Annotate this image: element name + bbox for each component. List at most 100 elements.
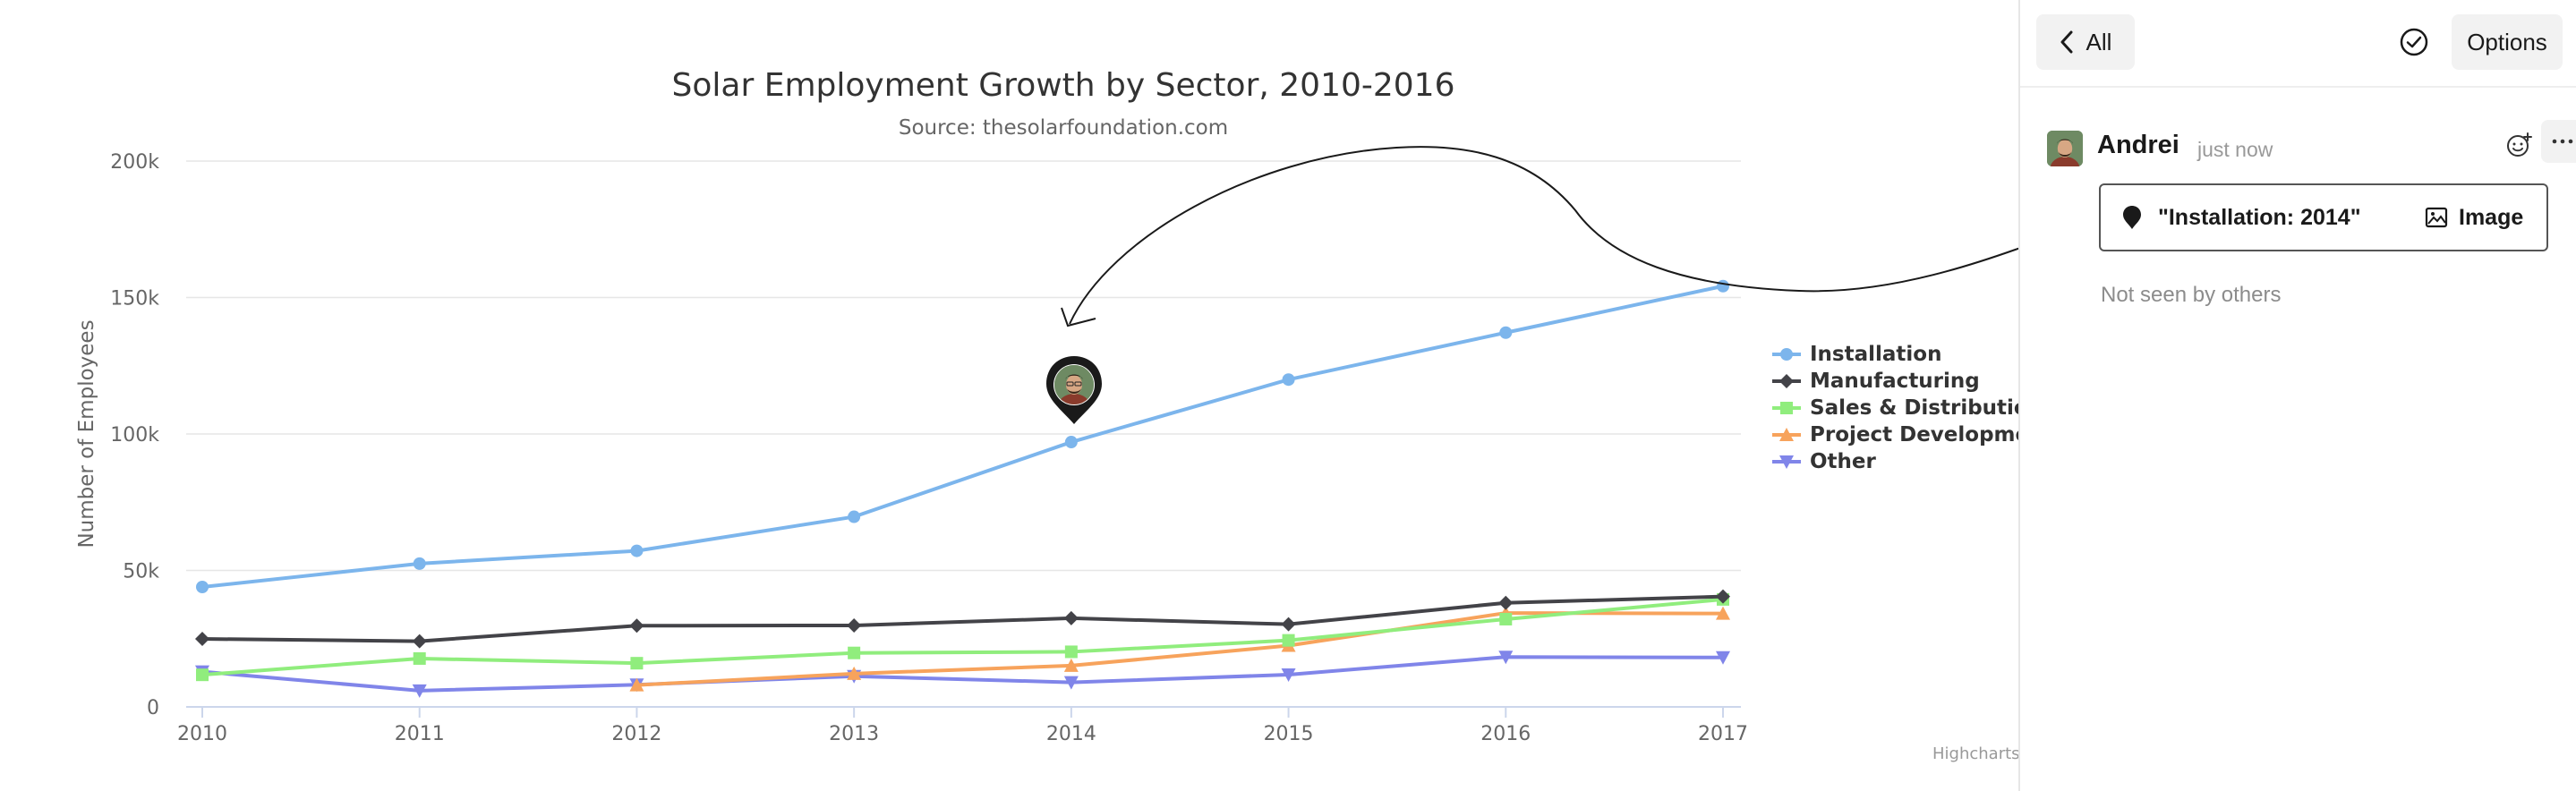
seen-status: Not seen by others [2101,283,2282,307]
data-point-installation[interactable] [1064,436,1078,449]
data-point-manufacturing[interactable] [1063,610,1079,625]
data-point-sales-distribution[interactable] [848,646,861,659]
legend-marker[interactable] [1779,374,1794,388]
chart-credits[interactable]: Highcharts [1932,744,2020,763]
data-point-manufacturing[interactable] [1281,617,1296,632]
data-point-other[interactable] [1281,668,1296,682]
data-point-sales-distribution[interactable] [1064,645,1078,659]
legend-label: Project Development [1810,423,2018,447]
panel-header: All Options [2020,0,2576,88]
data-point-other[interactable] [1063,676,1079,690]
series-line-manufacturing[interactable] [201,594,1724,643]
legend-symbol-icon [1772,402,1801,414]
x-tick-label: 2017 [1698,723,1748,745]
series-line-project-development[interactable] [636,611,1724,687]
back-button[interactable]: All [2036,14,2135,70]
y-tick-label: 50k [123,561,159,583]
comment-timestamp: just now [2197,138,2273,161]
back-label: All [2086,28,2112,55]
emoji-add-icon [2507,132,2532,157]
avatar [1054,365,1094,404]
more-options-button[interactable] [2541,120,2576,163]
legend-symbol-icon [1772,374,1801,388]
chart-legend: Installation Manufacturing Sales & Distrib… [1772,341,2018,475]
data-point-sales-distribution[interactable] [413,651,426,665]
data-point-manufacturing[interactable] [1498,595,1514,610]
x-tick-label: 2013 [829,723,879,745]
y-tick-label: 150k [110,288,159,310]
legend-label: Manufacturing [1810,370,1980,393]
location-pin-icon [2123,206,2141,229]
data-point-manufacturing[interactable] [1716,589,1730,604]
chart-area: 0 50k 100k 150k 200k 2010 2011 2012 2013 2014 2015… [75,67,2020,763]
resolve-button[interactable] [2396,24,2432,60]
legend-symbol-icon [1772,428,1801,441]
add-reaction-button[interactable] [2502,127,2538,163]
data-point-project-development[interactable] [1063,658,1079,672]
data-point-manufacturing[interactable] [195,632,209,647]
legend-marker[interactable] [1780,402,1793,414]
data-point-project-development[interactable] [1716,606,1730,620]
chart-subtitle: Source: thesolarfoundation.com [899,116,1228,140]
legend-symbol-icon [1772,348,1801,361]
comment-pin[interactable] [1044,354,1105,426]
data-point-project-development[interactable] [847,666,862,680]
data-point-manufacturing[interactable] [629,618,644,634]
legend-item[interactable]: Other [1772,448,2018,475]
legend-item[interactable]: Installation [1772,341,2018,368]
x-tick-label: 2011 [395,723,445,745]
data-point-other[interactable] [412,684,427,698]
y-axis-label: Number of Employees [75,319,98,548]
x-tick-label: 2015 [1264,723,1314,745]
data-point-sales-distribution[interactable] [1499,612,1513,625]
attachment-image-label: Image [2459,205,2524,230]
avatar [2047,131,2083,166]
data-point-installation[interactable] [196,581,209,594]
comment-author: Andrei [2097,131,2179,159]
x-tick-label: 2012 [611,723,661,745]
data-point-installation[interactable] [1717,279,1729,293]
data-point-other[interactable] [1716,651,1730,665]
legend-label: Other [1810,450,1876,473]
data-point-manufacturing[interactable] [847,617,862,633]
legend-item[interactable]: Project Development [1772,421,2018,448]
data-point-installation[interactable] [1499,326,1513,339]
legend-symbol-icon [1772,455,1801,469]
attachment-text: "Installation: 2014" [2158,205,2361,230]
data-point-installation[interactable] [413,557,426,570]
legend-marker[interactable] [1780,348,1793,361]
data-point-installation[interactable] [1282,373,1295,387]
image-icon [2425,207,2448,228]
ellipsis-icon [2552,139,2573,144]
x-tick-label: 2014 [1046,723,1096,745]
series-line-other[interactable] [201,655,1724,693]
legend-label: Sales & Distribution [1810,396,2018,420]
data-point-sales-distribution[interactable] [630,657,644,670]
legend-label: Installation [1810,343,1942,366]
data-point-installation[interactable] [848,510,861,523]
series-line-sales-distribution[interactable] [201,597,1724,677]
y-tick-label: 100k [110,424,159,447]
y-tick-label: 0 [147,697,159,719]
comment-attachment[interactable]: "Installation: 2014" Image [2099,183,2548,251]
data-point-sales-distribution[interactable] [196,668,209,682]
check-circle-icon [2400,28,2428,56]
y-tick-label: 200k [110,151,159,174]
chevron-left-icon [2060,30,2073,54]
legend-item[interactable]: Manufacturing [1772,368,2018,395]
data-point-manufacturing[interactable] [412,634,427,649]
options-button[interactable]: Options [2452,14,2563,70]
series-line-installation[interactable] [201,284,1724,589]
data-point-sales-distribution[interactable] [1282,634,1295,647]
x-tick-label: 2010 [177,723,227,745]
legend-marker[interactable] [1779,428,1794,441]
data-point-other[interactable] [1498,651,1514,665]
line-chart: 0 50k 100k 150k 200k 2010 2011 2012 2013 2014 2015… [75,67,1748,745]
x-tick-label: 2016 [1480,723,1531,745]
chart-title: Solar Employment Growth by Sector, 2010-… [672,67,1455,104]
comment-panel: All Options Andrei just now [2018,0,2576,791]
legend-marker[interactable] [1779,455,1794,469]
data-point-project-development[interactable] [629,677,644,692]
data-point-installation[interactable] [630,544,644,557]
legend-item[interactable]: Sales & Distribution [1772,395,2018,421]
